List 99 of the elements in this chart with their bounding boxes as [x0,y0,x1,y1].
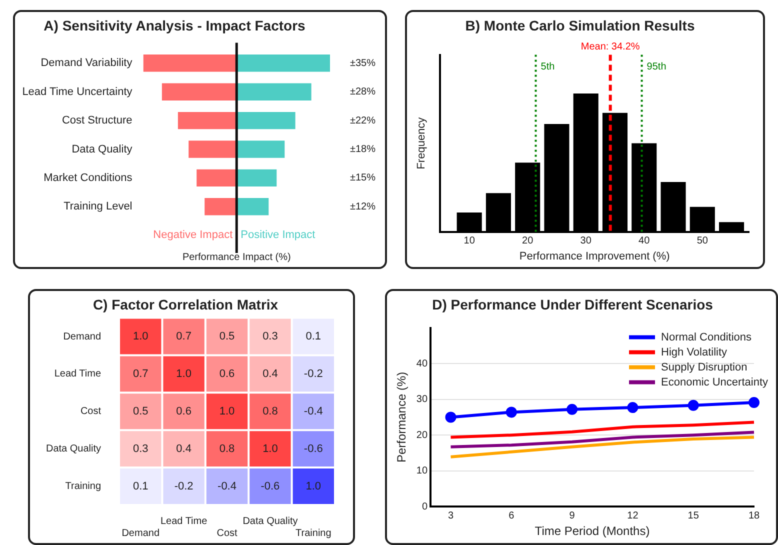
x-tick-label: 15 [688,510,700,522]
y-tick-label: Data Quality [72,143,133,156]
x-tick-label: 18 [748,510,760,522]
data-label: ±15% [350,172,376,184]
y-tick-label: 10 [416,466,428,477]
x-tick-label: 40 [638,236,650,247]
data-label: ±22% [350,115,376,126]
y-tick-label: Lead Time Uncertainty [22,86,133,98]
data-label: 0.8 [219,442,235,455]
x-tick-label: Data Quality [242,516,298,527]
x-tick-label: 20 [522,236,534,247]
bar [236,198,269,216]
data-label: 1.0 [176,368,192,380]
x-tick-label: 6 [508,510,515,522]
ref-line-label: 5th [540,62,555,73]
chart-title: A) Sensitivity Analysis - Impact Factors [44,17,306,34]
x-tick-label: 30 [580,236,592,247]
data-label: -0.6 [260,480,280,492]
legend-label: High Volatility [661,346,728,358]
data-label: 0.7 [176,330,192,343]
legend-label: Economic Uncertainty [661,376,768,388]
data-label: -0.4 [304,405,323,418]
data-label: 0.6 [176,405,192,418]
x-tick-label: 3 [448,510,454,522]
bar [143,54,237,72]
y-tick-label: Demand [63,331,102,342]
x-tick-label: 10 [464,236,476,247]
data-label: 0.8 [262,405,278,418]
chart-title: C) Factor Correlation Matrix [92,296,278,312]
data-label: -0.6 [304,442,323,455]
point [627,402,638,414]
y-tick-label: Cost [80,406,102,418]
data-label: 1.0 [262,442,278,455]
data-label: 1.0 [132,330,148,343]
bar [236,140,285,158]
data-label: 0.5 [132,405,148,418]
data-label: 0.4 [262,368,278,380]
data-label: ±35% [350,58,376,69]
x-tick-label: Demand [122,528,160,539]
y-tick-label: Training [65,481,102,492]
data-label: 1.0 [306,480,322,492]
point [688,400,699,411]
bar [236,112,296,130]
data-label: 0.3 [262,330,278,343]
y-axis-title: Frequency [416,116,428,170]
data-label: 0.1 [306,330,322,343]
y-tick-label: Training Level [64,200,132,213]
y-tick-label: 30 [416,394,428,406]
y-tick-label: Demand Variability [40,57,133,70]
bar [196,169,237,187]
legend-label: Normal Conditions [661,331,752,344]
data-label: ±18% [350,144,376,155]
x-tick-label: Lead Time [160,516,208,527]
chart-title: B) Monte Carlo Simulation Results [465,17,695,34]
y-tick-label: 20 [416,430,428,441]
data-label: 0.6 [219,368,235,380]
point [566,404,578,415]
data-label: 0.4 [176,442,192,455]
data-label: 0.5 [219,330,235,343]
data-label: -0.2 [304,368,323,380]
x-tick-label: 12 [627,510,639,522]
data-label: 0.1 [132,480,148,492]
data-label: 1.0 [219,405,235,418]
series-label: Negative Impact [153,229,233,242]
point [445,412,456,423]
bar [204,198,237,216]
point [506,406,517,418]
data-label: 0.7 [132,368,148,380]
point [748,397,760,408]
x-axis-title: Performance Improvement (%) [519,250,670,262]
y-tick-label: Lead Time [54,368,102,380]
x-tick-label: Cost [216,528,238,539]
x-tick-label: 9 [569,510,576,522]
bar [162,83,237,100]
y-tick-label: Cost Structure [62,114,132,127]
x-tick-label: 50 [696,236,708,247]
y-axis-title: Performance (%) [394,372,409,463]
bar [236,169,277,187]
data-label: ±28% [350,86,376,98]
data-label: 0.3 [132,442,148,455]
legend-label: Supply Disruption [661,361,748,374]
y-tick-label: 0 [422,501,428,512]
x-tick-label: Training [296,528,332,539]
bar [236,54,330,72]
data-label: -0.2 [174,480,194,492]
bar [188,140,237,158]
data-label: -0.4 [218,480,236,492]
x-axis-title: Time Period (Months) [534,524,650,538]
ref-line-label: 95th [646,62,666,73]
x-axis-title: Performance Impact (%) [182,252,291,263]
bar [178,112,237,130]
y-tick-label: Data Quality [46,444,102,455]
chart-title: D) Performance Under Different Scenarios [432,296,714,312]
bar [236,83,312,100]
series-label: Positive Impact [240,229,316,242]
y-tick-label: Market Conditions [44,172,133,184]
data-label: ±12% [350,201,376,212]
y-tick-label: 40 [416,358,428,370]
ref-line-label: Mean: 34.2% [580,42,640,53]
